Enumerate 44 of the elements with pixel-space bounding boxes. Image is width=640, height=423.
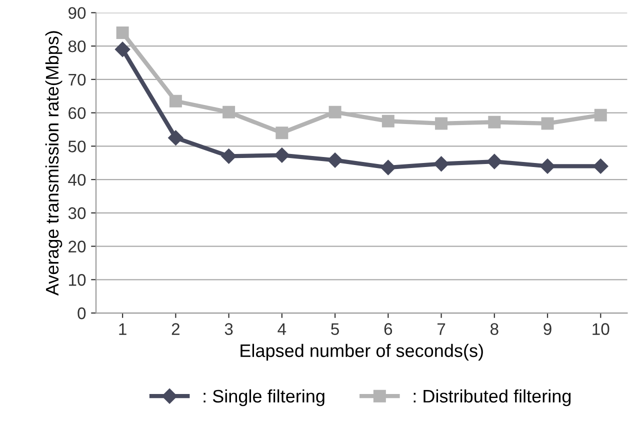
point	[486, 154, 502, 170]
y-tick-label: 30	[68, 207, 86, 220]
point	[488, 116, 501, 128]
point	[222, 106, 236, 118]
y-tick-label: 40	[68, 174, 86, 186]
point	[327, 152, 343, 168]
point	[435, 117, 448, 130]
y-tick-label: 90	[68, 7, 86, 19]
point	[541, 117, 554, 130]
x-tick-label: 1	[119, 323, 126, 335]
point	[168, 130, 184, 146]
legend-label: : Single filtering	[204, 389, 324, 406]
point	[380, 160, 396, 176]
x-tick-label: 7	[438, 323, 446, 335]
point	[274, 148, 290, 163]
point	[594, 108, 607, 122]
x-tick-label: 4	[278, 323, 286, 335]
y-tick-label: 0	[78, 307, 86, 320]
y-axis-title: Average transmission rate(Mbps)	[45, 31, 62, 296]
point	[328, 106, 342, 118]
y-tick-label: 50	[68, 140, 86, 152]
y-tick-label: 80	[68, 40, 86, 52]
point	[593, 158, 608, 174]
legend-label: : Distributed filtering	[414, 389, 571, 406]
y-tick-label: 20	[68, 240, 86, 252]
y-tick-label: 10	[69, 274, 86, 286]
point	[114, 42, 130, 57]
point	[382, 114, 394, 128]
x-tick-label: 6	[384, 323, 392, 335]
x-tick-label: 8	[490, 323, 498, 335]
x-tick-label: 5	[331, 323, 339, 335]
x-tick-label: 3	[224, 323, 233, 335]
x-tick-label: 9	[544, 323, 552, 335]
y-tick-label: 70	[68, 74, 86, 86]
y-tick-label: 60	[68, 107, 86, 120]
point	[116, 26, 129, 39]
x-axis-title: Elapsed number of seconds(s)	[240, 344, 483, 361]
point	[169, 94, 182, 108]
point	[221, 148, 236, 164]
x-tick-label: 2	[172, 323, 180, 335]
point	[434, 156, 449, 172]
point	[540, 158, 556, 174]
point	[276, 126, 288, 140]
x-tick-label: 10	[592, 323, 610, 335]
